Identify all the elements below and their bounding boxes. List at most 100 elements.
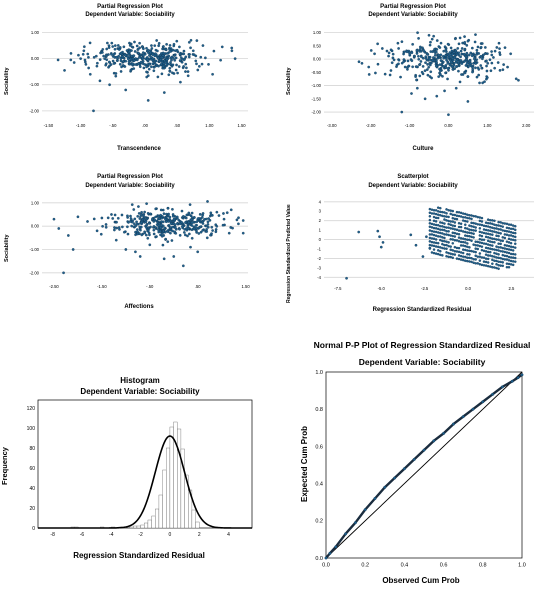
data-point — [458, 80, 462, 84]
data-point — [114, 238, 118, 242]
data-point — [158, 59, 162, 63]
chart-title: Histogram — [120, 376, 160, 385]
data-point — [227, 231, 231, 235]
data-point — [165, 42, 168, 46]
data-point — [509, 52, 513, 56]
data-point — [426, 73, 430, 77]
data-point — [101, 48, 105, 51]
data-point — [428, 243, 432, 247]
data-point — [457, 250, 461, 254]
data-point — [62, 271, 65, 275]
data-point — [484, 221, 488, 224]
data-point — [200, 62, 204, 66]
data-point — [466, 249, 469, 252]
data-point — [84, 63, 88, 66]
data-point — [439, 214, 442, 217]
data-point — [180, 225, 184, 228]
data-point — [501, 239, 505, 243]
data-point — [146, 236, 150, 240]
data-point — [379, 245, 383, 249]
data-point — [443, 236, 446, 240]
x-tick-label: 0.4 — [401, 563, 409, 569]
x-tick-label: -.50 — [109, 123, 117, 128]
data-point — [436, 213, 440, 216]
data-point — [470, 228, 473, 232]
data-point — [415, 86, 419, 90]
data-point — [514, 246, 517, 249]
data-point — [472, 250, 475, 253]
data-point — [439, 253, 442, 257]
data-point — [176, 71, 179, 75]
x-tick-label: 2.00 — [522, 123, 531, 128]
x-tick-label: -3.00 — [327, 123, 337, 128]
data-point — [467, 53, 471, 57]
data-point — [432, 230, 436, 233]
data-point — [168, 66, 172, 70]
data-point — [449, 252, 452, 255]
plot-frame — [42, 26, 248, 120]
data-point — [421, 65, 425, 68]
data-point — [514, 228, 517, 232]
y-tick-label: -2.00 — [29, 270, 39, 275]
data-point — [173, 230, 177, 234]
data-point — [388, 73, 392, 77]
data-point — [154, 207, 158, 211]
data-point — [432, 241, 436, 244]
data-point — [110, 213, 113, 216]
data-point — [443, 211, 446, 214]
data-point — [490, 61, 494, 65]
data-point — [138, 41, 141, 45]
data-point — [98, 79, 102, 83]
data-point — [464, 259, 467, 263]
data-point — [179, 80, 182, 84]
data-point — [434, 245, 438, 248]
data-point — [221, 223, 225, 227]
data-point — [449, 234, 452, 237]
data-point — [491, 255, 494, 258]
data-point — [441, 254, 444, 257]
data-point — [166, 52, 169, 55]
data-point — [136, 230, 139, 234]
y-tick-label: 0.00 — [313, 57, 322, 62]
data-point — [463, 35, 466, 38]
data-point — [458, 36, 462, 40]
data-point — [206, 223, 210, 226]
data-point — [497, 246, 500, 249]
data-point — [470, 231, 473, 235]
data-point — [428, 233, 432, 236]
data-point — [491, 262, 494, 265]
data-point — [495, 259, 498, 263]
data-point — [436, 210, 440, 213]
data-point — [472, 243, 475, 246]
data-point — [482, 228, 486, 231]
data-point — [157, 42, 161, 45]
data-point — [131, 57, 135, 61]
y-tick-label: 0 — [319, 237, 322, 242]
y-axis-label: Regression Standardized Predicted Value — [286, 204, 292, 303]
data-point — [169, 50, 173, 53]
data-point — [449, 209, 452, 212]
data-point — [120, 55, 124, 59]
data-point — [457, 214, 461, 218]
data-point — [157, 224, 160, 228]
data-point — [478, 230, 482, 234]
data-point — [441, 236, 444, 239]
data-point — [478, 259, 482, 262]
data-point — [493, 248, 496, 251]
data-point — [425, 68, 429, 71]
x-axis-label: Transcendence — [117, 146, 161, 152]
data-point — [167, 212, 170, 216]
data-point — [501, 257, 505, 261]
data-point — [445, 219, 448, 222]
data-point — [498, 53, 502, 56]
data-point — [489, 225, 492, 229]
data-point — [449, 238, 452, 241]
data-point — [482, 224, 486, 228]
data-point — [432, 226, 436, 230]
data-point — [415, 48, 419, 52]
data-point — [135, 44, 139, 48]
data-point — [481, 57, 484, 61]
data-point — [403, 50, 406, 54]
data-point — [463, 71, 467, 75]
data-point — [514, 235, 517, 239]
